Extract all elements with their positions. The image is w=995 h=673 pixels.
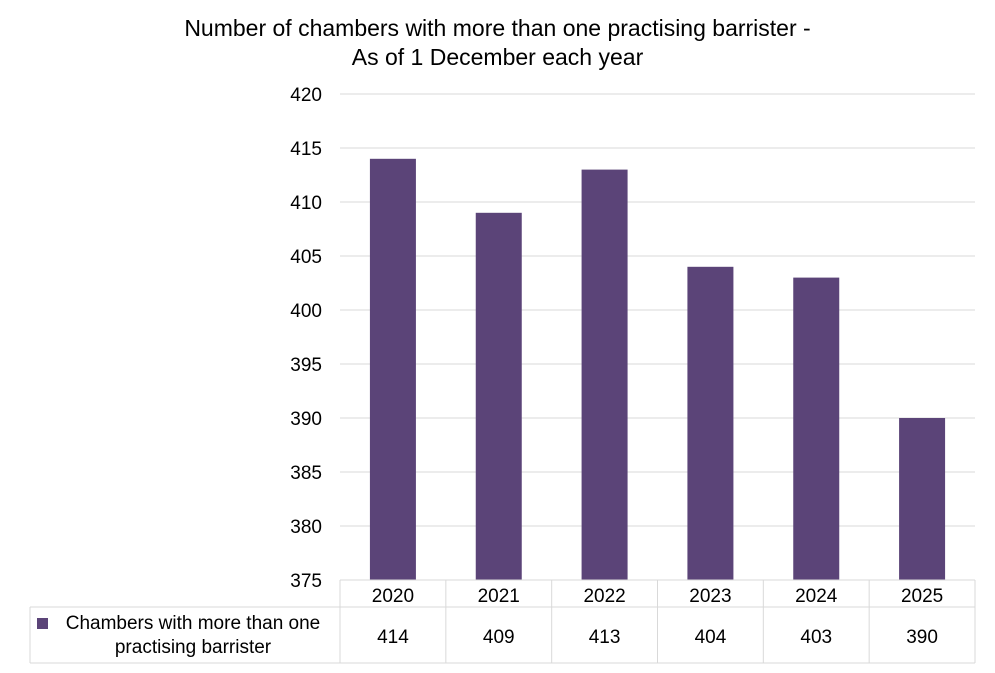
table-value: 403 bbox=[800, 627, 832, 648]
y-tick-label: 395 bbox=[290, 355, 322, 376]
x-tick-label: 2022 bbox=[583, 586, 625, 607]
legend-swatch bbox=[37, 618, 48, 629]
bar bbox=[687, 266, 734, 580]
x-tick-label: 2020 bbox=[372, 586, 414, 607]
x-tick-label: 2025 bbox=[901, 586, 943, 607]
y-tick-label: 415 bbox=[290, 139, 322, 160]
chart-title-line-1: Number of chambers with more than one pr… bbox=[184, 15, 811, 41]
bar bbox=[793, 277, 840, 580]
table-value: 390 bbox=[906, 627, 938, 648]
table-value: 409 bbox=[483, 627, 515, 648]
legend-label-line-2: practising barrister bbox=[114, 637, 272, 658]
y-tick-label: 405 bbox=[290, 247, 322, 268]
y-tick-label: 400 bbox=[290, 301, 322, 322]
x-tick-label: 2024 bbox=[795, 586, 838, 607]
y-tick-label: 385 bbox=[290, 463, 322, 484]
y-tick-label: 420 bbox=[290, 85, 322, 106]
bar bbox=[581, 169, 628, 580]
y-tick-label: 375 bbox=[290, 571, 322, 592]
y-tick-label: 380 bbox=[290, 517, 322, 538]
legend-label-line-1: Chambers with more than one bbox=[65, 613, 321, 634]
table-value: 413 bbox=[589, 627, 621, 648]
table-value: 414 bbox=[377, 627, 409, 648]
x-tick-label: 2023 bbox=[689, 586, 731, 607]
legend-label: Chambers with more than one practising b… bbox=[48, 612, 338, 660]
bar bbox=[899, 418, 946, 580]
x-tick-label: 2021 bbox=[478, 586, 520, 607]
chart-title-line-2: As of 1 December each year bbox=[351, 44, 644, 70]
table-value: 404 bbox=[695, 627, 727, 648]
bar bbox=[369, 158, 416, 581]
y-tick-label: 410 bbox=[290, 193, 322, 214]
chart-title: Number of chambers with more than one pr… bbox=[0, 14, 995, 72]
y-tick-label: 390 bbox=[290, 409, 322, 430]
bar bbox=[475, 212, 522, 581]
